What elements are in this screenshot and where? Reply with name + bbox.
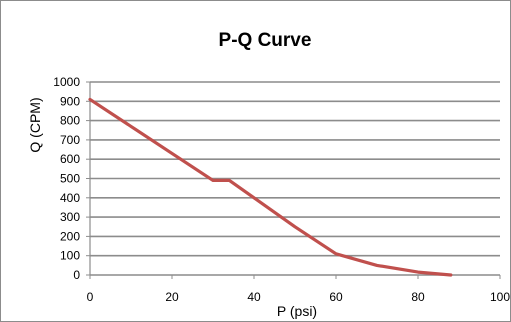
y-tick-label: 200: [60, 229, 80, 243]
x-tick-labels: 0 20 40 60 80 100: [87, 290, 511, 304]
series-lines: [88, 97, 453, 277]
x-tick-label: 20: [165, 290, 179, 304]
y-tick-labels: 0 100 200 300 400 500 600 700 800 900 1000: [53, 75, 80, 282]
y-tick-label: 0: [73, 268, 80, 282]
x-tick-label: 60: [329, 290, 343, 304]
x-axis-label: P (psi): [277, 303, 317, 319]
x-tick-label: 0: [87, 290, 94, 304]
y-tick-label: 900: [60, 94, 80, 108]
y-tick-label: 800: [60, 114, 80, 128]
axes: [86, 81, 501, 279]
x-tick-label: 100: [490, 290, 510, 304]
x-tick-label: 80: [411, 290, 425, 304]
x-tick-label: 40: [247, 290, 261, 304]
gridlines: [90, 81, 500, 276]
y-tick-label: 100: [60, 249, 80, 263]
y-tick-label: 500: [60, 172, 80, 186]
y-axis-label: Q (CPM): [27, 97, 43, 152]
series-line-0: [88, 97, 453, 277]
y-tick-label: 600: [60, 152, 80, 166]
y-tick-label: 300: [60, 210, 80, 224]
y-tick-label: 1000: [53, 75, 80, 89]
y-tick-label: 400: [60, 191, 80, 205]
y-tick-label: 700: [60, 133, 80, 147]
chart-title: P-Q Curve: [219, 30, 312, 51]
